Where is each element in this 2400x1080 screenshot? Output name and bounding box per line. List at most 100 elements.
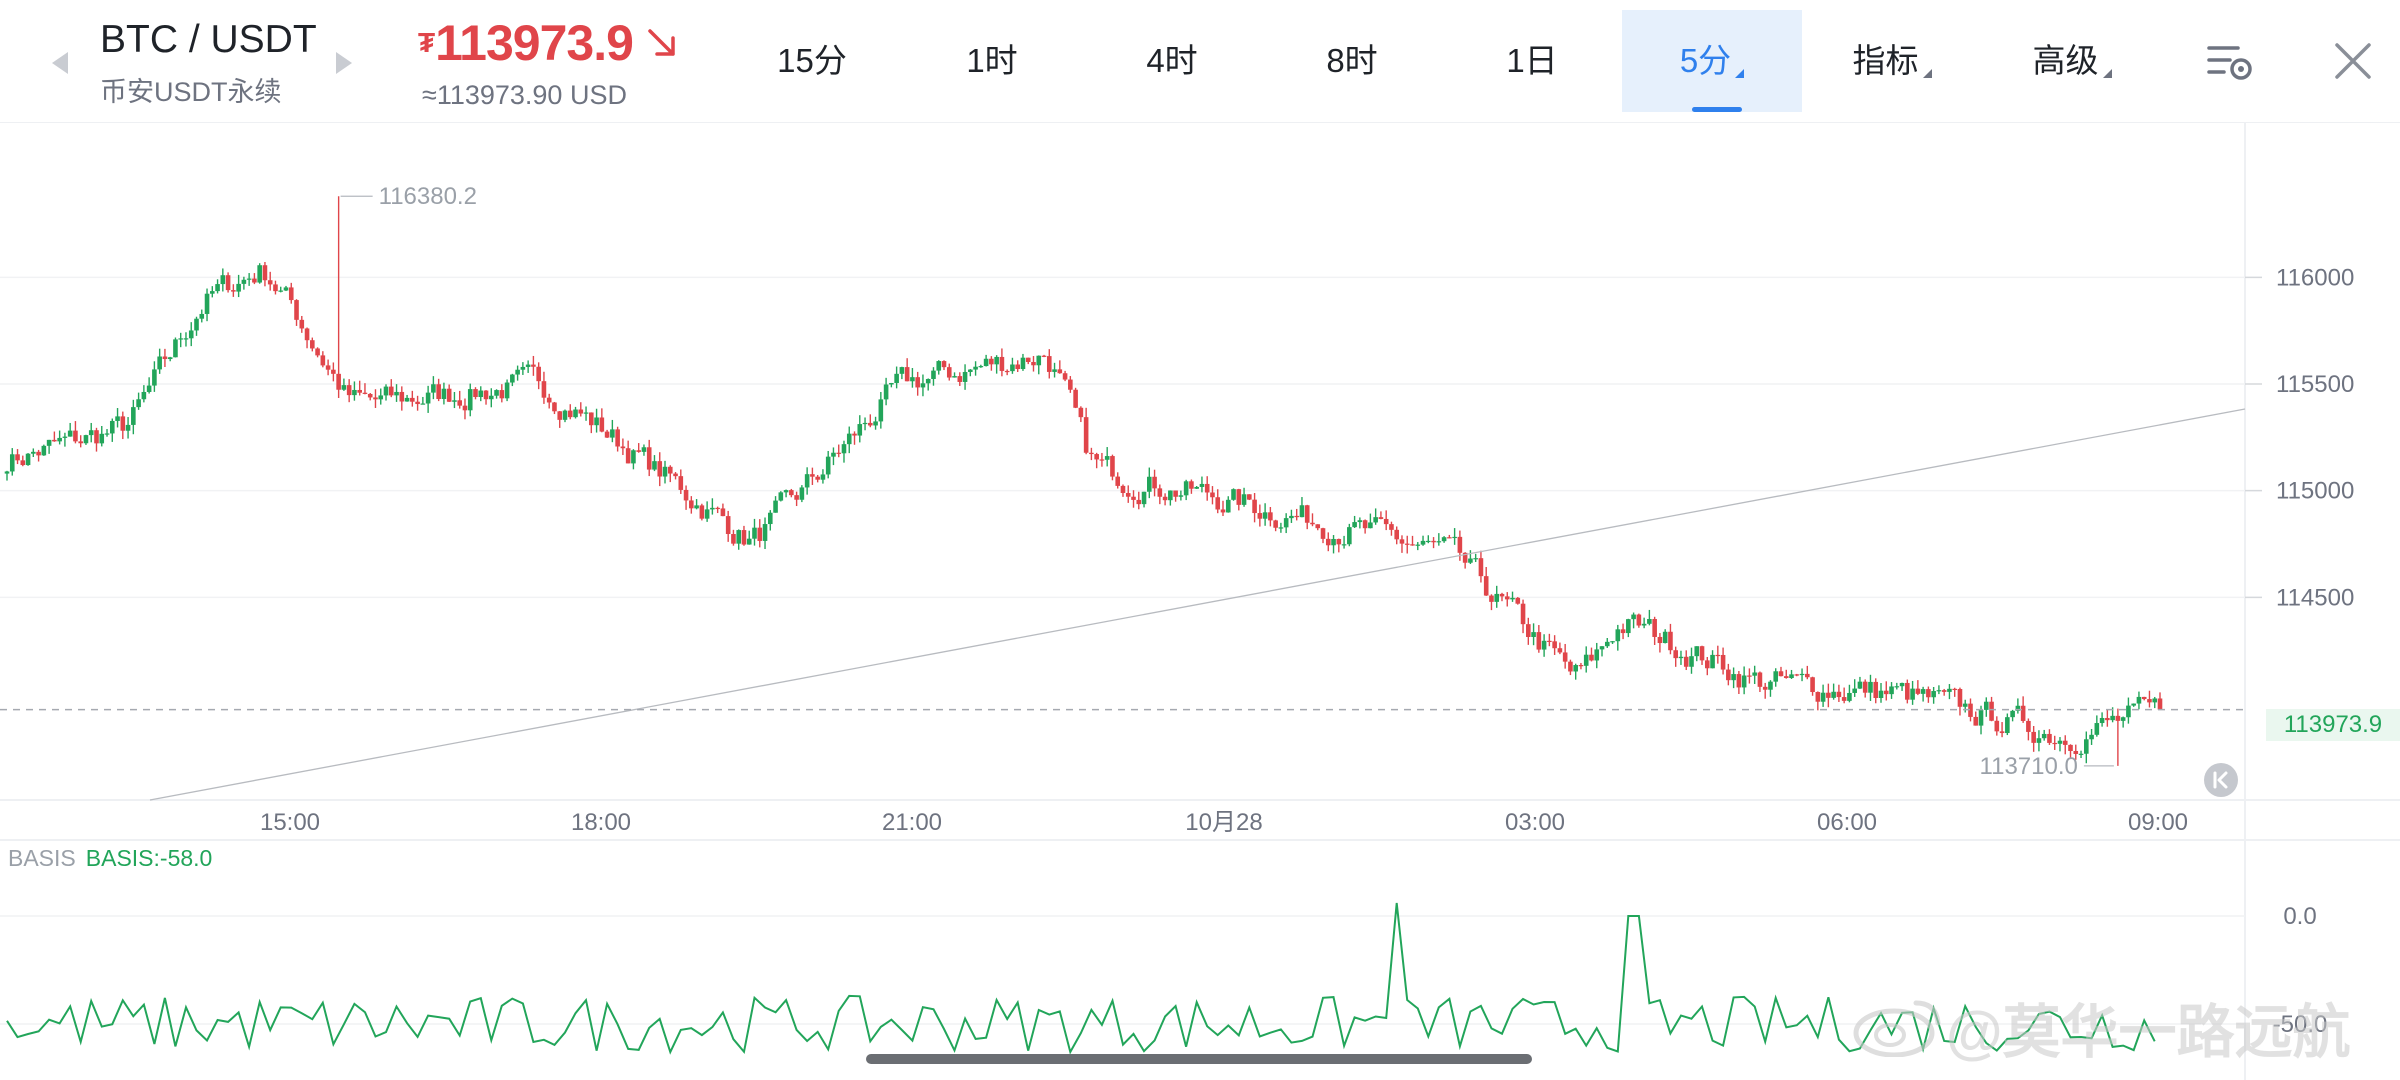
candlestick-series bbox=[4, 196, 2163, 766]
candle-body bbox=[1520, 603, 1526, 625]
kline-chart[interactable]: 116380.2 113710.0 116000 115500 115000 11450… bbox=[0, 122, 2400, 1080]
candle-body bbox=[1368, 522, 1373, 529]
candle-body bbox=[678, 476, 684, 490]
candle-body bbox=[831, 452, 836, 457]
candle-body bbox=[1178, 495, 1184, 497]
candle-body bbox=[1541, 640, 1547, 650]
candle-body bbox=[2041, 733, 2047, 739]
candle-body bbox=[1757, 672, 1763, 687]
candle-body bbox=[431, 384, 436, 393]
candle-body bbox=[1683, 656, 1689, 667]
candle-body bbox=[410, 397, 415, 402]
candle-body bbox=[1510, 597, 1515, 600]
candle-body bbox=[1931, 691, 1936, 698]
candle-body bbox=[299, 319, 305, 329]
candle-body bbox=[1978, 709, 1984, 726]
candle-body bbox=[767, 512, 773, 525]
candle-body bbox=[810, 474, 815, 477]
candle-body bbox=[357, 389, 362, 393]
candle-body bbox=[1299, 505, 1305, 518]
candle-body bbox=[1225, 499, 1231, 513]
tab-5m[interactable]: 5分 bbox=[1622, 10, 1802, 112]
candle-body bbox=[473, 389, 478, 398]
candle-body bbox=[1826, 692, 1831, 698]
candle-body bbox=[852, 433, 857, 436]
candle-body bbox=[167, 357, 173, 360]
candle-body bbox=[25, 453, 31, 466]
candle-body bbox=[694, 505, 699, 509]
candle-body bbox=[531, 364, 536, 367]
candle-body bbox=[1162, 496, 1168, 501]
candle-body bbox=[746, 538, 752, 545]
candle-body bbox=[41, 445, 47, 456]
candle-body bbox=[1015, 364, 1020, 370]
home-indicator[interactable] bbox=[866, 1054, 1532, 1064]
candle-body bbox=[2094, 723, 2100, 735]
candle-body bbox=[1583, 654, 1589, 666]
tab-8h[interactable]: 8时 bbox=[1262, 10, 1442, 112]
candle-body bbox=[1452, 536, 1457, 539]
candle-body bbox=[2105, 717, 2110, 721]
candle-body bbox=[1905, 682, 1910, 700]
candle-body bbox=[294, 300, 299, 320]
candle-body bbox=[1457, 536, 1463, 553]
candle-body bbox=[673, 473, 678, 477]
tab-indicators[interactable]: 指标 bbox=[1802, 10, 1982, 112]
candle-body bbox=[267, 280, 273, 285]
candle-body bbox=[2136, 696, 2142, 704]
candle-body bbox=[415, 401, 420, 405]
chevron-right-icon[interactable] bbox=[336, 52, 352, 74]
candle-body bbox=[1383, 518, 1389, 525]
symbol-name[interactable]: BTC / USDT bbox=[100, 18, 317, 61]
candle-body bbox=[794, 495, 799, 500]
candle-body bbox=[236, 283, 241, 292]
scroll-to-latest-icon[interactable] bbox=[2204, 763, 2238, 797]
candle-body bbox=[1131, 496, 1136, 500]
chevron-left-icon[interactable] bbox=[52, 52, 68, 74]
candle-body bbox=[1483, 576, 1489, 596]
candle-body bbox=[620, 446, 626, 449]
candle-body bbox=[1662, 631, 1668, 644]
candle-body bbox=[1657, 636, 1663, 644]
candle-body bbox=[994, 356, 999, 365]
close-icon[interactable] bbox=[2332, 40, 2374, 82]
candle-body bbox=[504, 382, 510, 399]
candle-body bbox=[1552, 641, 1557, 649]
candle-body bbox=[925, 378, 931, 384]
candle-body bbox=[78, 441, 83, 444]
basis-name: BASIS bbox=[8, 845, 76, 871]
candle-body bbox=[1968, 703, 1973, 717]
candle-body bbox=[715, 507, 720, 510]
basis-indicator bbox=[6, 902, 2156, 1055]
tab-label: 1时 bbox=[966, 42, 1018, 79]
candle-body bbox=[1957, 688, 1963, 707]
chart-settings-icon[interactable] bbox=[2206, 42, 2254, 82]
candle-body bbox=[778, 492, 784, 501]
candle-body bbox=[378, 395, 384, 400]
candle-body bbox=[1041, 355, 1047, 357]
candle-body bbox=[1810, 677, 1815, 693]
tab-4h[interactable]: 4时 bbox=[1082, 10, 1262, 112]
candle-body bbox=[1089, 452, 1094, 455]
tab-1h[interactable]: 1时 bbox=[902, 10, 1082, 112]
candle-body bbox=[1773, 671, 1779, 682]
candle-body bbox=[1257, 513, 1263, 519]
candle-body bbox=[488, 395, 494, 400]
candle-body bbox=[1747, 675, 1752, 677]
candle-body bbox=[188, 330, 194, 339]
candle-body bbox=[1425, 540, 1431, 543]
basis-indicator-label[interactable]: BASIS BASIS:-58.0 bbox=[8, 845, 212, 872]
candle-body bbox=[1320, 528, 1326, 539]
tab-label: 5分 bbox=[1679, 42, 1732, 79]
price-tick-label: 114500 bbox=[2276, 584, 2354, 611]
candle-body bbox=[62, 436, 68, 438]
candle-body bbox=[1873, 681, 1879, 698]
tab-15m[interactable]: 15分 bbox=[722, 10, 902, 112]
tab-1d[interactable]: 1日 bbox=[1442, 10, 1622, 112]
candle-body bbox=[436, 384, 441, 400]
candle-body bbox=[1820, 692, 1826, 702]
basis-line bbox=[6, 902, 2156, 1055]
candle-body bbox=[499, 390, 505, 399]
tab-advanced[interactable]: 高级 bbox=[1982, 10, 2162, 112]
candle-body bbox=[1020, 357, 1026, 370]
